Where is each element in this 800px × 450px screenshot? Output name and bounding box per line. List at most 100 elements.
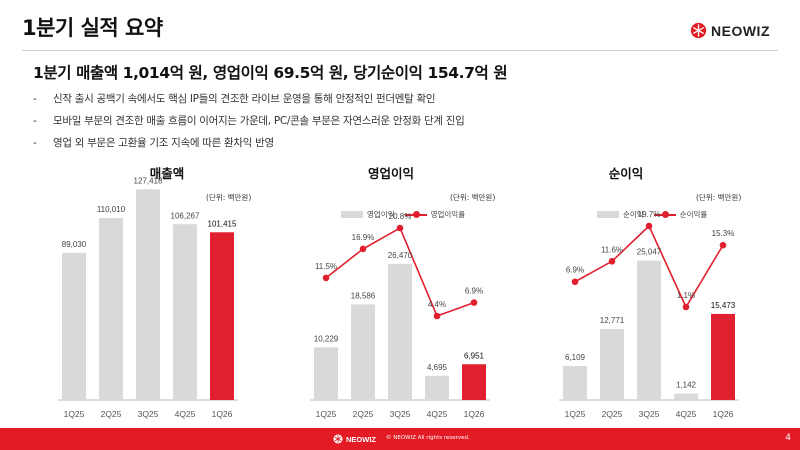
bar-value-label: 10,229 <box>314 334 339 343</box>
rate-point <box>682 303 690 311</box>
legend-line-label: 영업이익률 <box>430 210 466 219</box>
bullet-item: - 신작 출시 공백기 속에서도 핵심 IP들의 견조한 라이브 운영을 통해 안… <box>33 92 464 114</box>
x-tick-label: 1Q25 <box>565 409 586 419</box>
headline: 1분기 매출액 1,014억 원, 영업이익 69.5억 원, 당기순이익 15… <box>33 64 508 82</box>
rate-value-label: 15.3% <box>712 229 735 238</box>
bullet-text: 영업 외 부문은 고환율 기조 지속에 따른 환차익 반영 <box>53 137 274 149</box>
rate-value-label: 11.6% <box>601 245 623 254</box>
rate-value-label: 11.5% <box>315 262 337 271</box>
charts-canvas: 89,030 1Q25 110,010 2Q25 127,418 3Q25 106,267 4… <box>58 176 739 419</box>
x-tick-label: 1Q26 <box>464 409 485 419</box>
chart-bar <box>388 263 412 400</box>
legend-line-swatch <box>404 211 427 218</box>
rate-point <box>719 241 727 249</box>
legend-bar-label: 영업이익 <box>367 210 395 219</box>
bar-value-label: 101,415 <box>208 219 237 228</box>
footer-logo: NEOWIZ <box>333 434 376 444</box>
chart-bar <box>462 364 486 400</box>
bullet-dash: - <box>33 115 37 127</box>
chart-1-plot <box>310 224 490 401</box>
x-tick-label: 3Q25 <box>138 409 159 419</box>
revenue-chart-title: 매출액 <box>149 166 185 181</box>
x-tick-label: 3Q25 <box>639 409 660 419</box>
bar-value-label: 127,418 <box>134 176 163 185</box>
rate-value-label: 16.9% <box>352 233 375 242</box>
chart-2-plot <box>559 222 739 401</box>
copyright-text: © NEOWIZ All rights reserved. <box>386 435 470 441</box>
x-tick-label: 1Q26 <box>713 409 734 419</box>
legend-line-label: 순이익률 <box>679 210 708 219</box>
x-tick-label: 2Q25 <box>602 409 623 419</box>
revenue-unit-label: (단위: 백만원) <box>206 193 252 202</box>
x-tick-label: 3Q25 <box>390 409 411 419</box>
chart-0-plot <box>58 189 238 401</box>
legend-bar-swatch <box>597 211 619 218</box>
rate-point <box>470 299 478 306</box>
rate-point <box>359 245 367 253</box>
bar-value-label: 18,586 <box>351 291 376 300</box>
legend-bar-label: 순이익 <box>623 210 644 219</box>
chart-bar <box>637 260 661 400</box>
chart-bar <box>314 347 338 400</box>
rate-value-label: 19.7% <box>638 210 661 219</box>
brand-logo: NEOWIZ <box>690 22 770 39</box>
rate-value-label: 6.9% <box>566 266 584 275</box>
rate-point <box>571 278 579 286</box>
operating-profit-legend: 영업이익 영업이익률 <box>341 209 465 220</box>
bar-value-label: 110,010 <box>97 205 126 214</box>
legend-bar-swatch <box>341 211 363 218</box>
bar-value-label: 26,470 <box>388 251 413 260</box>
bar-value-label: 1,142 <box>676 381 697 390</box>
x-tick-label: 4Q25 <box>676 409 697 419</box>
bullet-item: - 모바일 부문의 견조한 매출 흐름이 이어지는 가운데, PC/콘솔 부문은 … <box>33 114 465 136</box>
rate-point <box>433 312 441 320</box>
footer-brand-name: NEOWIZ <box>346 434 376 444</box>
chart-bar <box>210 232 234 400</box>
rate-point <box>645 222 653 230</box>
page-number: 4 <box>785 433 791 443</box>
rate-value-label: 6.9% <box>465 287 483 296</box>
bar-value-label: 15,473 <box>711 301 736 310</box>
bar-value-label: 6,951 <box>464 351 485 360</box>
operating-profit-chart-title: 영업이익 <box>367 166 414 181</box>
bullet-text: 신작 출시 공백기 속에서도 핵심 IP들의 견조한 라이브 운영을 통해 안정… <box>53 93 436 105</box>
chart-bar <box>62 252 86 400</box>
x-tick-label: 1Q25 <box>316 409 337 419</box>
chart-bar <box>711 313 735 400</box>
chart-bar <box>600 328 624 400</box>
chart-bar <box>99 218 123 400</box>
x-tick-label: 2Q25 <box>353 409 374 419</box>
rate-value-label: 20.8% <box>389 212 412 221</box>
bar-value-label: 89,030 <box>62 240 87 249</box>
bar-value-label: 4,695 <box>427 363 448 372</box>
chart-bar <box>136 189 160 400</box>
x-tick-label: 4Q25 <box>427 409 448 419</box>
bullet-dash: - <box>33 93 37 105</box>
bullet-dash: - <box>33 137 37 149</box>
footer-bar: NEOWIZ © NEOWIZ All rights reserved. 4 <box>0 428 800 450</box>
bar-value-label: 6,109 <box>565 353 586 362</box>
bar-value-label: 12,771 <box>600 316 625 325</box>
rate-value-label: 4.4% <box>428 300 446 309</box>
rate-value-label: 1.1% <box>677 291 695 300</box>
net-income-legend: 순이익 순이익률 <box>597 209 707 220</box>
chart-bar <box>173 224 197 400</box>
chart-bar <box>563 366 587 400</box>
title-divider <box>22 50 778 51</box>
chart-bar <box>674 393 698 400</box>
net-income-unit-label: (단위: 백만원) <box>696 193 742 202</box>
rate-point <box>322 274 330 282</box>
neowiz-snowflake-icon <box>690 22 707 39</box>
x-tick-label: 4Q25 <box>175 409 196 419</box>
bar-value-label: 106,267 <box>171 211 200 220</box>
page-title: 1분기 실적 요약 <box>22 16 163 40</box>
brand-name: NEOWIZ <box>711 22 770 39</box>
legend-line-swatch <box>653 211 676 218</box>
neowiz-snowflake-icon <box>333 434 343 444</box>
x-tick-label: 1Q25 <box>64 409 85 419</box>
bullet-list: - 신작 출시 공백기 속에서도 핵심 IP들의 견조한 라이브 운영을 통해 안… <box>33 92 465 158</box>
rate-point <box>608 257 616 265</box>
rate-point <box>396 224 404 232</box>
chart-bar <box>351 304 375 400</box>
x-tick-label: 1Q26 <box>212 409 233 419</box>
